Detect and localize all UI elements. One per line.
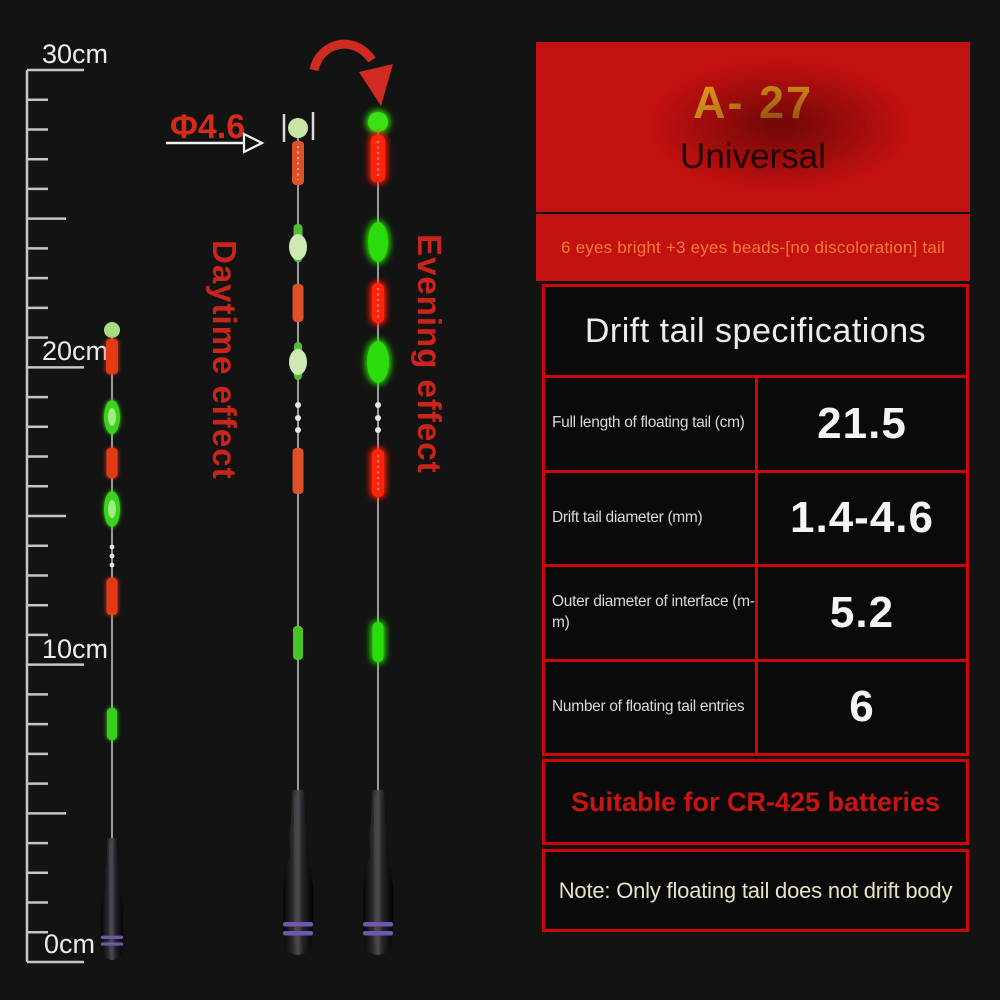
ruler-label-30cm: 30cm [42, 39, 108, 69]
diameter-annotation: Φ4.6 [166, 108, 315, 154]
ruler-label-20cm: 20cm [42, 336, 108, 366]
float-short [100, 322, 124, 961]
float-top-bead [288, 118, 308, 138]
ruler-label-0cm: 0cm [44, 929, 95, 959]
float-body [100, 838, 124, 961]
float-body [283, 790, 313, 955]
ruler-label-10cm: 10cm [42, 634, 108, 664]
spec-row-value: 1.4-4.6 [758, 472, 966, 564]
ruler-ticks [27, 68, 84, 964]
feature-banner-text: 6 eyes bright +3 eyes beads-[no discolor… [561, 237, 945, 257]
float-evening [363, 112, 393, 955]
spec-row-label: Drift tail diameter (mm) [545, 472, 755, 564]
footer-note: Note: Only floating tail does not drift … [542, 849, 969, 932]
diameter-arrow-head-icon [242, 132, 265, 154]
model-header: A- 27 Universal [536, 42, 970, 212]
float-body [363, 790, 393, 955]
diameter-label: Φ4.6 [170, 108, 245, 146]
watermark-overlay [650, 60, 910, 190]
spec-table-title: Drift tail specifications [545, 287, 966, 375]
measurement-scene: 30cm 20cm 10cm 0cm Φ4.6 Daytime effect E… [25, 39, 448, 964]
float-top-bead [104, 322, 120, 338]
float-top-bead [368, 112, 388, 132]
curved-arrow-icon [309, 39, 393, 106]
float-daytime [283, 118, 313, 955]
feature-banner: 6 eyes bright +3 eyes beads-[no discolor… [536, 214, 970, 281]
spec-row-label: Outer diameter of interface (m- m) [545, 567, 755, 659]
evening-effect-label: Evening effect [411, 234, 448, 474]
spec-row-value: 21.5 [758, 378, 966, 470]
footer-note-text: Note: Only floating tail does not drift … [558, 877, 953, 903]
battery-note-text: Suitable for CR-425 batteries [570, 786, 941, 817]
battery-note: Suitable for CR-425 batteries [542, 759, 969, 845]
spec-row-label: Full length of floating tail (cm) [545, 378, 755, 470]
spec-row-label: Number of floating tail entries [545, 661, 755, 753]
daytime-effect-label: Daytime effect [206, 240, 243, 480]
spec-table: Drift tail specifications Full length of… [542, 284, 969, 756]
spec-row-value: 5.2 [758, 567, 966, 659]
spec-row-value: 6 [758, 661, 966, 753]
ruler: 30cm 20cm 10cm 0cm [25, 39, 108, 964]
